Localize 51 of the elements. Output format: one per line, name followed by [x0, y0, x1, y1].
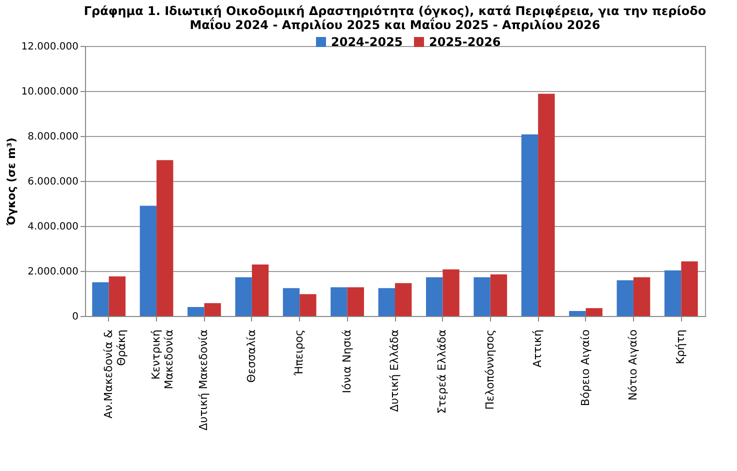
- bar: [140, 206, 157, 316]
- y-axis-title: Όγκος (σε m³): [5, 138, 18, 226]
- bar: [616, 280, 634, 316]
- x-tick-label: Δυτική Μακεδονία: [197, 330, 210, 430]
- bar: [586, 308, 602, 316]
- y-tick-label: 0: [72, 312, 78, 322]
- bar: [395, 283, 412, 316]
- bar: [442, 269, 460, 316]
- bar: [490, 274, 508, 316]
- x-tick-label: Ήπειρος: [292, 330, 306, 377]
- bar: [474, 277, 490, 316]
- bar: [188, 307, 204, 316]
- bar: [156, 160, 174, 316]
- bar: [282, 288, 300, 316]
- x-tick-label: Αν.Μακεδονία & Θράκη: [102, 329, 128, 418]
- y-tick-label: 12.000.000: [21, 42, 78, 52]
- bar: [92, 282, 109, 316]
- y-tick-label: 2.000.000: [28, 266, 78, 278]
- y-tick-label: 8.000.000: [28, 132, 78, 142]
- text: Μαΐου 2024 - Απριλίου 2025 και Μαΐου 2025 - Απριλίου 2026: [190, 18, 600, 32]
- x-tick-label: Κεντρική Μακεδονία: [150, 329, 176, 390]
- bar: [235, 277, 252, 316]
- y-tick-label: 6.000.000: [28, 176, 78, 188]
- x-tick-label: Στερεά Ελλάδα: [436, 330, 449, 414]
- bar: [252, 264, 269, 316]
- x-tick-label: Νότιο Αιγαίο: [626, 329, 640, 400]
- x-tick-label: Κρήτη: [674, 329, 688, 364]
- bar: [633, 277, 650, 316]
- bar: [300, 294, 316, 316]
- bar: [378, 288, 395, 316]
- bar: [521, 134, 538, 316]
- x-tick-label: Βόρειο Αιγαίο: [578, 329, 592, 406]
- bar: [664, 270, 682, 316]
- x-tick-label: Δυτική Ελλάδα: [388, 330, 401, 412]
- bar: [426, 277, 443, 316]
- legend-label: 2024-2025: [331, 35, 403, 49]
- x-tick-label: Αττική: [531, 329, 544, 368]
- x-tick-label: Θεσσαλία: [244, 330, 258, 383]
- bar: [569, 311, 586, 316]
- x-tick-label: Πελοπόννησος: [483, 330, 496, 410]
- legend-label: 2025-2026: [429, 35, 501, 49]
- bar: [204, 303, 221, 316]
- bar: [330, 287, 348, 316]
- bar: [538, 94, 555, 316]
- x-tick-label: Ιόνια Νησιά: [340, 330, 354, 394]
- bar: [347, 287, 364, 316]
- y-tick-label: 10.000.000: [21, 86, 78, 98]
- bar: [108, 276, 126, 316]
- bar: [681, 261, 698, 316]
- y-tick-label: 4.000.000: [28, 222, 78, 232]
- text: Γράφημα 1. Ιδιωτική Οικοδομική Δραστηριότητα (όγκος), κατά Περιφέρεια, για την περίοδο: [84, 4, 706, 18]
